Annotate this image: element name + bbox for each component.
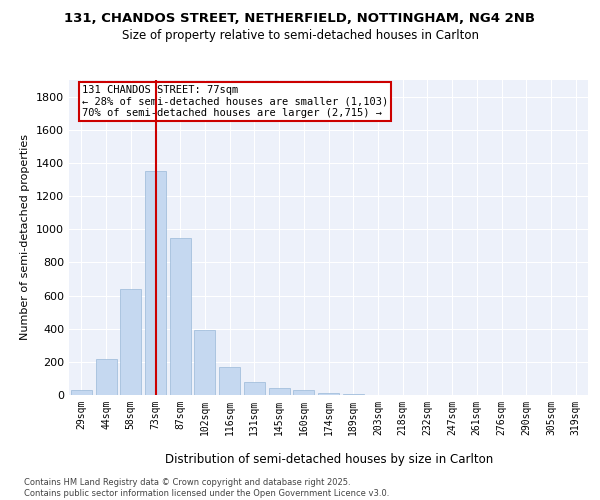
Y-axis label: Number of semi-detached properties: Number of semi-detached properties — [20, 134, 31, 340]
Bar — [219, 367, 240, 395]
Bar — [120, 289, 141, 395]
Text: Contains HM Land Registry data © Crown copyright and database right 2025.
Contai: Contains HM Land Registry data © Crown c… — [24, 478, 389, 498]
Bar — [145, 171, 166, 395]
Text: Distribution of semi-detached houses by size in Carlton: Distribution of semi-detached houses by … — [164, 452, 493, 466]
Text: 131, CHANDOS STREET, NETHERFIELD, NOTTINGHAM, NG4 2NB: 131, CHANDOS STREET, NETHERFIELD, NOTTIN… — [65, 12, 536, 26]
Text: 131 CHANDOS STREET: 77sqm
← 28% of semi-detached houses are smaller (1,103)
70% : 131 CHANDOS STREET: 77sqm ← 28% of semi-… — [82, 85, 388, 118]
Bar — [269, 388, 290, 395]
Bar — [318, 392, 339, 395]
Bar — [244, 382, 265, 395]
Text: Size of property relative to semi-detached houses in Carlton: Size of property relative to semi-detach… — [121, 29, 479, 42]
Bar — [343, 394, 364, 395]
Bar — [71, 390, 92, 395]
Bar — [293, 390, 314, 395]
Bar — [95, 360, 116, 395]
Bar — [170, 238, 191, 395]
Bar — [194, 330, 215, 395]
